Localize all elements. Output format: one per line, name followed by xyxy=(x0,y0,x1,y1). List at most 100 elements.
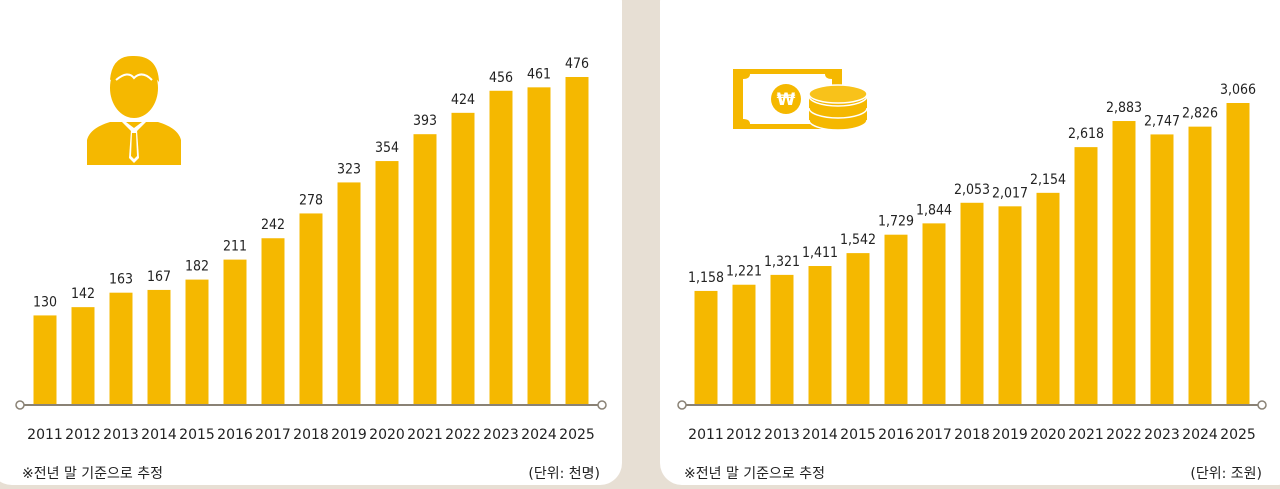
unit-label: (단위: 천명) xyxy=(528,466,600,482)
value-label: 242 xyxy=(261,217,285,233)
value-label: 2,826 xyxy=(1182,106,1218,122)
bar-2020 xyxy=(375,161,399,404)
value-label: 2,883 xyxy=(1106,100,1142,116)
value-label: 167 xyxy=(147,269,171,285)
bar-2016 xyxy=(884,234,908,404)
bar-2016 xyxy=(223,259,247,404)
value-label: 3,066 xyxy=(1220,82,1256,98)
value-label: 476 xyxy=(565,56,589,72)
year-label: 2012 xyxy=(726,427,762,443)
value-label: 142 xyxy=(71,286,95,302)
value-label: 278 xyxy=(299,192,323,208)
value-label: 424 xyxy=(451,92,475,108)
value-label: 1,158 xyxy=(688,270,724,286)
bar-2011 xyxy=(33,315,57,404)
bar-2011 xyxy=(694,290,718,404)
value-label: 393 xyxy=(413,113,437,129)
axis-end-dot xyxy=(677,400,687,410)
value-label: 323 xyxy=(337,161,361,177)
year-label: 2018 xyxy=(954,427,990,443)
bar-2022 xyxy=(451,112,475,404)
value-label: 354 xyxy=(375,140,399,156)
year-label: 2024 xyxy=(1182,427,1218,443)
bar-2018 xyxy=(960,202,984,404)
value-label: 182 xyxy=(185,259,209,275)
value-label: 2,747 xyxy=(1144,113,1180,129)
bar-2014 xyxy=(147,289,171,404)
value-label: 456 xyxy=(489,70,513,86)
bar-2019 xyxy=(337,182,361,404)
bar-2012 xyxy=(71,307,95,404)
year-label: 2021 xyxy=(407,427,443,443)
bar-2015 xyxy=(846,253,870,404)
won-symbol: ₩ xyxy=(777,90,796,110)
value-label: 1,321 xyxy=(764,254,800,270)
value-label: 2,017 xyxy=(992,185,1028,201)
axis-end-dot xyxy=(597,400,607,410)
bar-2025 xyxy=(1226,103,1250,404)
year-label: 2025 xyxy=(1220,427,1256,443)
bar-2021 xyxy=(1074,147,1098,404)
bar-2014 xyxy=(808,266,832,404)
year-label: 2014 xyxy=(802,427,838,443)
bar-2022 xyxy=(1112,121,1136,404)
bar-2020 xyxy=(1036,192,1060,404)
year-label: 2017 xyxy=(916,427,952,443)
right-chart: ※전년 말 기준으로 추정 (단위: 조원) 1,158 2011 1,221 201… xyxy=(677,82,1267,482)
bar-2013 xyxy=(109,292,133,404)
axis-end-dot xyxy=(15,400,25,410)
value-label: 2,053 xyxy=(954,182,990,198)
value-label: 1,729 xyxy=(878,214,914,230)
value-label: 1,542 xyxy=(840,232,876,248)
bar-2012 xyxy=(732,284,756,404)
year-label: 2020 xyxy=(369,427,405,443)
year-label: 2015 xyxy=(840,427,876,443)
year-label: 2025 xyxy=(559,427,595,443)
year-label: 2018 xyxy=(293,427,329,443)
footnote: ※전년 말 기준으로 추정 xyxy=(684,466,825,482)
year-label: 2020 xyxy=(1030,427,1066,443)
value-label: 211 xyxy=(223,239,247,255)
unit-label: (단위: 조원) xyxy=(1190,466,1262,482)
value-label: 1,844 xyxy=(916,202,952,218)
year-label: 2021 xyxy=(1068,427,1104,443)
bar-2024 xyxy=(527,87,551,405)
year-label: 2019 xyxy=(331,427,367,443)
axis-end-dot xyxy=(1257,400,1267,410)
bar-2018 xyxy=(299,213,323,404)
value-label: 163 xyxy=(109,272,133,288)
value-label: 461 xyxy=(527,66,551,82)
bar-2023 xyxy=(489,90,513,405)
left-chart: ※전년 말 기준으로 추정 (단위: 천명) 130 2011 142 2012 163… xyxy=(15,56,607,482)
year-label: 2024 xyxy=(521,427,557,443)
person-icon xyxy=(87,55,181,165)
value-label: 1,411 xyxy=(802,245,838,261)
bar-2013 xyxy=(770,274,794,404)
year-label: 2013 xyxy=(103,427,139,443)
footnote: ※전년 말 기준으로 추정 xyxy=(22,466,163,482)
year-label: 2022 xyxy=(445,427,481,443)
year-label: 2011 xyxy=(688,427,724,443)
year-label: 2013 xyxy=(764,427,800,443)
bar-2017 xyxy=(922,223,946,404)
bar-2015 xyxy=(185,279,209,404)
value-label: 1,221 xyxy=(726,264,762,280)
bar-2023 xyxy=(1150,134,1174,405)
bar-2025 xyxy=(565,77,589,404)
bar-2021 xyxy=(413,134,437,404)
year-label: 2014 xyxy=(141,427,177,443)
year-label: 2012 xyxy=(65,427,101,443)
bar-2024 xyxy=(1188,126,1212,404)
money-icon: ₩ xyxy=(733,69,868,131)
value-label: 2,154 xyxy=(1030,172,1066,188)
bar-2017 xyxy=(261,238,285,404)
year-label: 2017 xyxy=(255,427,291,443)
bar-2019 xyxy=(998,206,1022,404)
year-label: 2015 xyxy=(179,427,215,443)
year-label: 2023 xyxy=(1144,427,1180,443)
value-label: 130 xyxy=(33,294,57,310)
year-label: 2016 xyxy=(878,427,914,443)
year-label: 2023 xyxy=(483,427,519,443)
year-label: 2019 xyxy=(992,427,1028,443)
